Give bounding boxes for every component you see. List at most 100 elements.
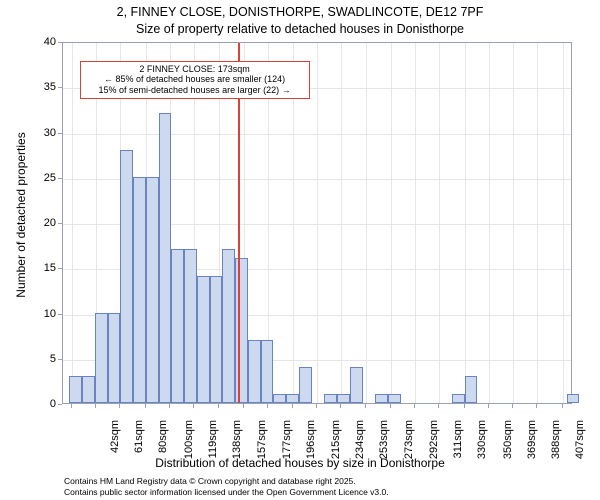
x-tick-mark bbox=[464, 404, 465, 408]
x-tick-label: 253sqm bbox=[378, 420, 390, 470]
x-tick-label: 234sqm bbox=[354, 420, 366, 470]
x-tick-label: 215sqm bbox=[330, 420, 342, 470]
x-tick-mark bbox=[218, 404, 219, 408]
x-tick-label: 369sqm bbox=[526, 420, 538, 470]
histogram-bar bbox=[146, 177, 159, 403]
histogram-bar bbox=[108, 313, 121, 404]
x-tick-mark bbox=[438, 404, 439, 408]
x-tick-mark bbox=[95, 404, 96, 408]
y-tick-mark bbox=[58, 314, 62, 315]
histogram-bar bbox=[324, 394, 337, 403]
x-tick-mark bbox=[169, 404, 170, 408]
x-tick-label: 330sqm bbox=[476, 420, 488, 470]
x-tick-mark bbox=[193, 404, 194, 408]
x-tick-label: 311sqm bbox=[452, 420, 464, 470]
x-tick-label: 42sqm bbox=[109, 420, 121, 470]
y-tick-label: 5 bbox=[26, 353, 56, 365]
x-tick-mark bbox=[267, 404, 268, 408]
histogram-bar bbox=[452, 394, 465, 403]
chart-root: 2, FINNEY CLOSE, DONISTHORPE, SWADLINCOT… bbox=[0, 0, 600, 500]
histogram-bar bbox=[350, 367, 363, 403]
annotation-line-2: ← 85% of detached houses are smaller (12… bbox=[86, 74, 304, 84]
y-tick-mark bbox=[58, 404, 62, 405]
grid-v bbox=[465, 43, 466, 403]
histogram-bar bbox=[159, 113, 172, 403]
histogram-bar bbox=[210, 276, 223, 403]
x-tick-label: 138sqm bbox=[231, 420, 243, 470]
y-tick-label: 20 bbox=[26, 217, 56, 229]
histogram-bar bbox=[388, 394, 401, 403]
x-tick-label: 80sqm bbox=[157, 420, 169, 470]
footer-line-2: Contains public sector information licen… bbox=[64, 487, 389, 497]
x-tick-label: 350sqm bbox=[502, 420, 514, 470]
histogram-bar bbox=[197, 276, 210, 403]
histogram-bar bbox=[184, 249, 197, 403]
histogram-bar bbox=[299, 367, 312, 403]
x-tick-label: 196sqm bbox=[305, 420, 317, 470]
grid-v bbox=[513, 43, 514, 403]
footer-line-1: Contains HM Land Registry data © Crown c… bbox=[64, 476, 356, 486]
plot-area: 2 FINNEY CLOSE: 173sqm← 85% of detached … bbox=[62, 42, 572, 404]
x-tick-mark bbox=[243, 404, 244, 408]
x-tick-label: 407sqm bbox=[574, 420, 586, 470]
grid-v bbox=[563, 43, 564, 403]
x-tick-label: 100sqm bbox=[183, 420, 195, 470]
y-tick-label: 35 bbox=[26, 81, 56, 93]
histogram-bar bbox=[82, 376, 95, 403]
histogram-bar bbox=[567, 394, 580, 403]
x-tick-mark bbox=[536, 404, 537, 408]
y-tick-mark bbox=[58, 42, 62, 43]
x-tick-mark bbox=[340, 404, 341, 408]
grid-v bbox=[415, 43, 416, 403]
x-tick-mark bbox=[119, 404, 120, 408]
x-tick-label: 388sqm bbox=[550, 420, 562, 470]
annotation-line-1: 2 FINNEY CLOSE: 173sqm bbox=[86, 64, 304, 74]
histogram-bar bbox=[286, 394, 299, 403]
y-tick-mark bbox=[58, 223, 62, 224]
y-tick-label: 30 bbox=[26, 127, 56, 139]
x-tick-mark bbox=[71, 404, 72, 408]
x-tick-label: 61sqm bbox=[133, 420, 145, 470]
x-tick-label: 177sqm bbox=[281, 420, 293, 470]
grid-v bbox=[317, 43, 318, 403]
x-tick-mark bbox=[365, 404, 366, 408]
histogram-bar bbox=[69, 376, 82, 403]
histogram-bar bbox=[222, 249, 235, 403]
y-tick-mark bbox=[58, 178, 62, 179]
histogram-bar bbox=[133, 177, 146, 403]
x-tick-mark bbox=[488, 404, 489, 408]
histogram-bar bbox=[171, 249, 184, 403]
y-tick-label: 0 bbox=[26, 398, 56, 410]
histogram-bar bbox=[120, 150, 133, 403]
annotation-line-3: 15% of semi-detached houses are larger (… bbox=[86, 85, 304, 95]
x-tick-label: 273sqm bbox=[403, 420, 415, 470]
histogram-bar bbox=[375, 394, 388, 403]
histogram-bar bbox=[248, 340, 261, 403]
histogram-bar bbox=[261, 340, 274, 403]
histogram-bar bbox=[465, 376, 478, 403]
y-tick-mark bbox=[58, 268, 62, 269]
grid-v bbox=[537, 43, 538, 403]
histogram-bar bbox=[273, 394, 286, 403]
x-tick-mark bbox=[512, 404, 513, 408]
x-tick-mark bbox=[414, 404, 415, 408]
histogram-bar bbox=[95, 313, 108, 404]
x-tick-mark bbox=[390, 404, 391, 408]
grid-v bbox=[439, 43, 440, 403]
annotation-box: 2 FINNEY CLOSE: 173sqm← 85% of detached … bbox=[80, 61, 310, 99]
grid-v bbox=[341, 43, 342, 403]
title-line-2: Size of property relative to detached ho… bbox=[0, 22, 600, 36]
y-tick-mark bbox=[58, 359, 62, 360]
y-tick-label: 15 bbox=[26, 262, 56, 274]
title-line-1: 2, FINNEY CLOSE, DONISTHORPE, SWADLINCOT… bbox=[0, 5, 600, 19]
x-tick-label: 292sqm bbox=[428, 420, 440, 470]
y-tick-label: 25 bbox=[26, 172, 56, 184]
y-tick-label: 40 bbox=[26, 36, 56, 48]
x-tick-label: 157sqm bbox=[256, 420, 268, 470]
x-tick-mark bbox=[562, 404, 563, 408]
x-tick-mark bbox=[292, 404, 293, 408]
x-tick-mark bbox=[316, 404, 317, 408]
grid-v bbox=[391, 43, 392, 403]
y-tick-mark bbox=[58, 133, 62, 134]
y-tick-mark bbox=[58, 87, 62, 88]
